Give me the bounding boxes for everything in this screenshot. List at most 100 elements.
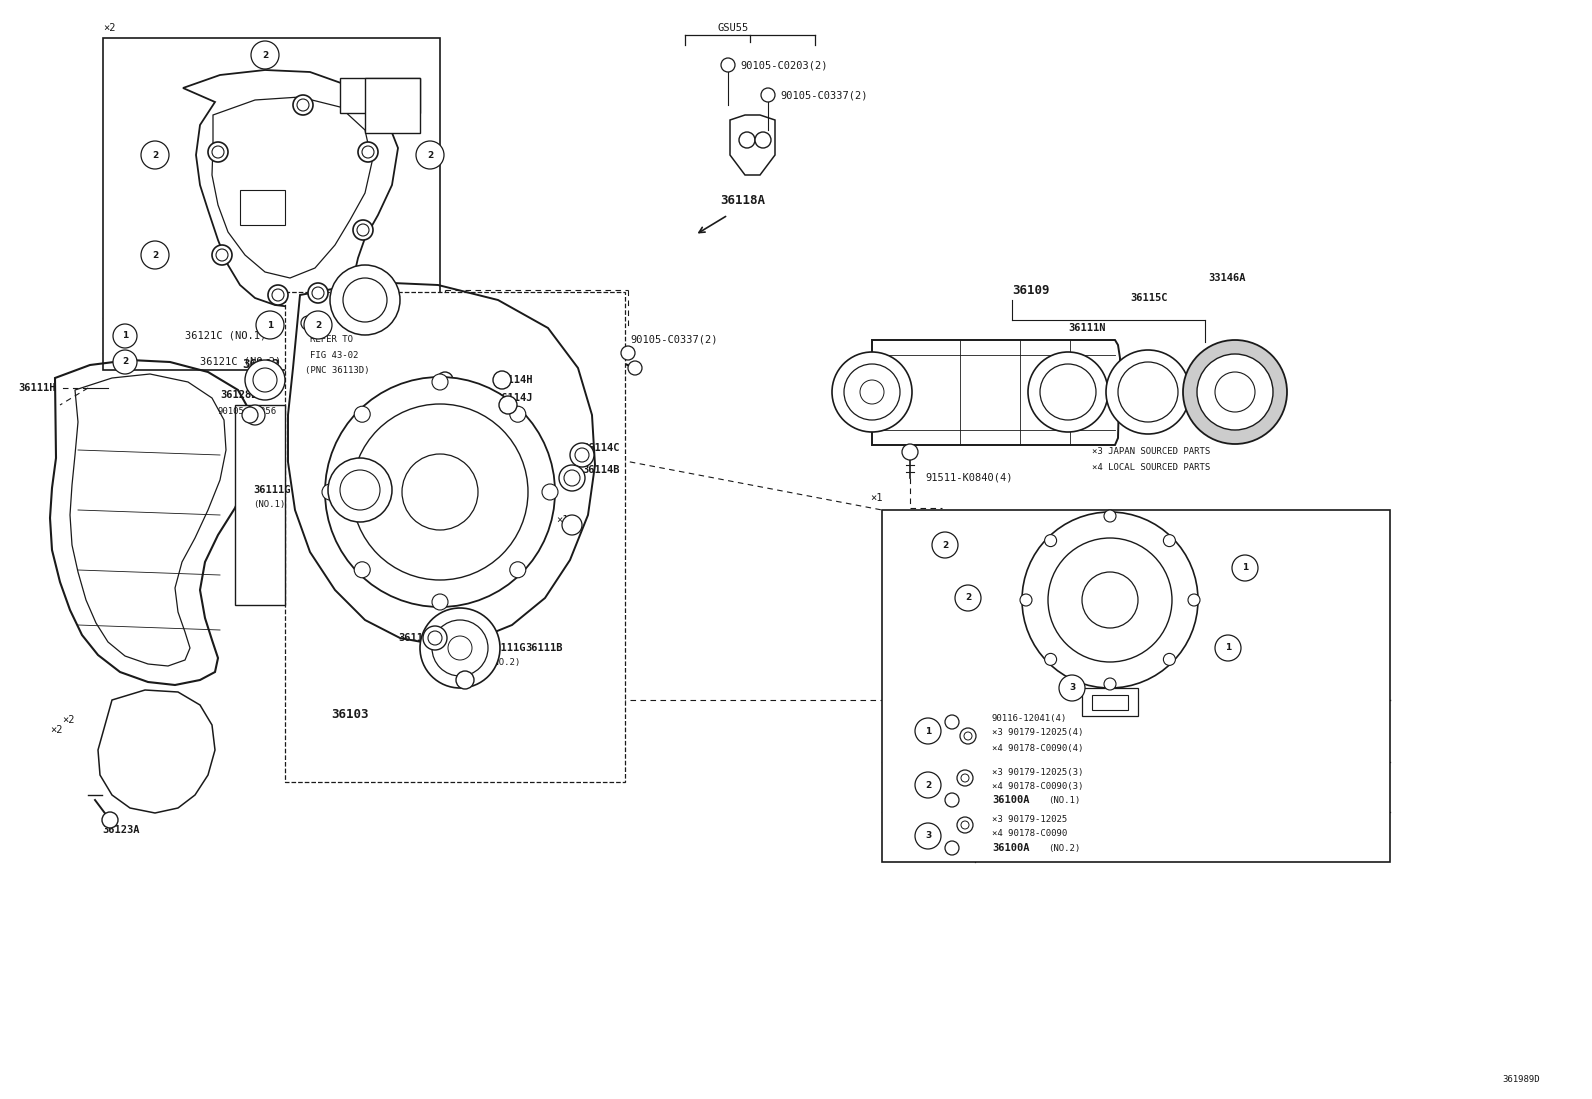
Circle shape xyxy=(361,146,374,158)
Text: 36111G: 36111G xyxy=(253,485,290,495)
Text: 2: 2 xyxy=(925,780,931,789)
Circle shape xyxy=(946,841,958,855)
Circle shape xyxy=(564,470,579,486)
Circle shape xyxy=(342,278,387,322)
Text: GSU55: GSU55 xyxy=(718,23,750,33)
Text: 2: 2 xyxy=(151,151,158,159)
Text: 1: 1 xyxy=(123,332,127,341)
Text: 36118A: 36118A xyxy=(416,323,460,336)
Circle shape xyxy=(1215,635,1242,660)
Circle shape xyxy=(1059,675,1086,701)
Bar xyxy=(236,406,285,606)
Text: 3: 3 xyxy=(925,832,931,841)
Text: 36118A: 36118A xyxy=(720,193,766,207)
Text: 2: 2 xyxy=(123,357,127,366)
Circle shape xyxy=(1183,340,1286,444)
Circle shape xyxy=(307,284,328,303)
Text: ×1: ×1 xyxy=(556,515,568,525)
Text: ×3 90179-12025: ×3 90179-12025 xyxy=(992,815,1067,824)
Text: 36100A: 36100A xyxy=(992,795,1030,804)
Circle shape xyxy=(357,224,369,236)
Circle shape xyxy=(962,821,970,829)
Circle shape xyxy=(1164,534,1175,546)
Circle shape xyxy=(621,346,635,360)
Text: ×4 90178-C0090(4): ×4 90178-C0090(4) xyxy=(992,744,1084,753)
Circle shape xyxy=(509,407,525,422)
Circle shape xyxy=(212,245,232,265)
Text: (NO.2): (NO.2) xyxy=(489,657,521,666)
Circle shape xyxy=(541,484,559,500)
Circle shape xyxy=(509,562,525,578)
Circle shape xyxy=(209,142,228,162)
Circle shape xyxy=(1232,555,1258,581)
Text: ×3 90179-12025(4): ×3 90179-12025(4) xyxy=(992,729,1084,737)
Circle shape xyxy=(1083,571,1138,628)
Circle shape xyxy=(965,732,973,740)
Text: REFER TO: REFER TO xyxy=(310,335,353,344)
Text: 36111H: 36111H xyxy=(18,382,56,393)
Text: 2: 2 xyxy=(151,251,158,259)
Circle shape xyxy=(562,515,583,535)
Circle shape xyxy=(1215,371,1254,412)
Text: 36128B: 36128B xyxy=(220,390,258,400)
Circle shape xyxy=(860,380,884,404)
Text: 1: 1 xyxy=(1224,644,1231,653)
Circle shape xyxy=(1022,512,1199,688)
Circle shape xyxy=(252,41,279,69)
Text: 36121C (NO.2): 36121C (NO.2) xyxy=(201,357,282,367)
Circle shape xyxy=(253,368,277,392)
Bar xyxy=(1092,695,1129,710)
Circle shape xyxy=(328,458,392,522)
Text: ×4 90178-C0090: ×4 90178-C0090 xyxy=(992,829,1067,837)
Circle shape xyxy=(915,771,941,798)
Text: 1: 1 xyxy=(267,321,274,330)
Circle shape xyxy=(358,142,377,162)
Circle shape xyxy=(420,608,500,688)
Circle shape xyxy=(113,349,137,374)
Circle shape xyxy=(962,774,970,782)
Circle shape xyxy=(903,444,919,460)
Circle shape xyxy=(955,585,981,611)
Circle shape xyxy=(1028,352,1108,432)
Text: ×2: ×2 xyxy=(62,715,75,725)
Text: 36114C: 36114C xyxy=(583,443,619,453)
Circle shape xyxy=(431,620,489,676)
Circle shape xyxy=(844,364,899,420)
Text: (NO.1): (NO.1) xyxy=(1048,796,1081,804)
Bar xyxy=(341,78,420,113)
Text: 36111N: 36111N xyxy=(1068,323,1105,333)
Circle shape xyxy=(1103,510,1116,522)
Circle shape xyxy=(242,407,258,423)
Text: 2: 2 xyxy=(315,321,322,330)
Text: 36109: 36109 xyxy=(1013,284,1049,297)
Circle shape xyxy=(102,812,118,828)
Circle shape xyxy=(423,626,447,650)
Text: 33146A: 33146A xyxy=(1208,273,1245,284)
Circle shape xyxy=(1048,539,1172,662)
Text: 2: 2 xyxy=(965,593,971,602)
Circle shape xyxy=(142,141,169,169)
Text: 36100A: 36100A xyxy=(992,843,1030,853)
Text: 36102: 36102 xyxy=(242,358,280,371)
Text: 36114B: 36114B xyxy=(583,465,619,475)
Circle shape xyxy=(1044,534,1057,546)
Circle shape xyxy=(915,823,941,850)
Text: 2: 2 xyxy=(427,151,433,159)
Circle shape xyxy=(113,324,137,348)
Text: 90105-C0337(2): 90105-C0337(2) xyxy=(630,335,718,345)
Text: ×1: ×1 xyxy=(869,493,882,503)
Text: 90105-C0337(2): 90105-C0337(2) xyxy=(780,90,868,100)
Circle shape xyxy=(312,287,325,299)
Circle shape xyxy=(322,484,338,500)
Circle shape xyxy=(1040,364,1095,420)
Text: 36111G: 36111G xyxy=(489,643,525,653)
Text: 36111B: 36111B xyxy=(525,643,562,653)
Circle shape xyxy=(739,132,755,148)
Circle shape xyxy=(403,454,478,530)
Circle shape xyxy=(627,360,642,375)
Circle shape xyxy=(245,406,264,425)
Circle shape xyxy=(494,371,511,389)
Circle shape xyxy=(1103,678,1116,690)
Circle shape xyxy=(428,631,443,645)
Circle shape xyxy=(946,715,958,729)
